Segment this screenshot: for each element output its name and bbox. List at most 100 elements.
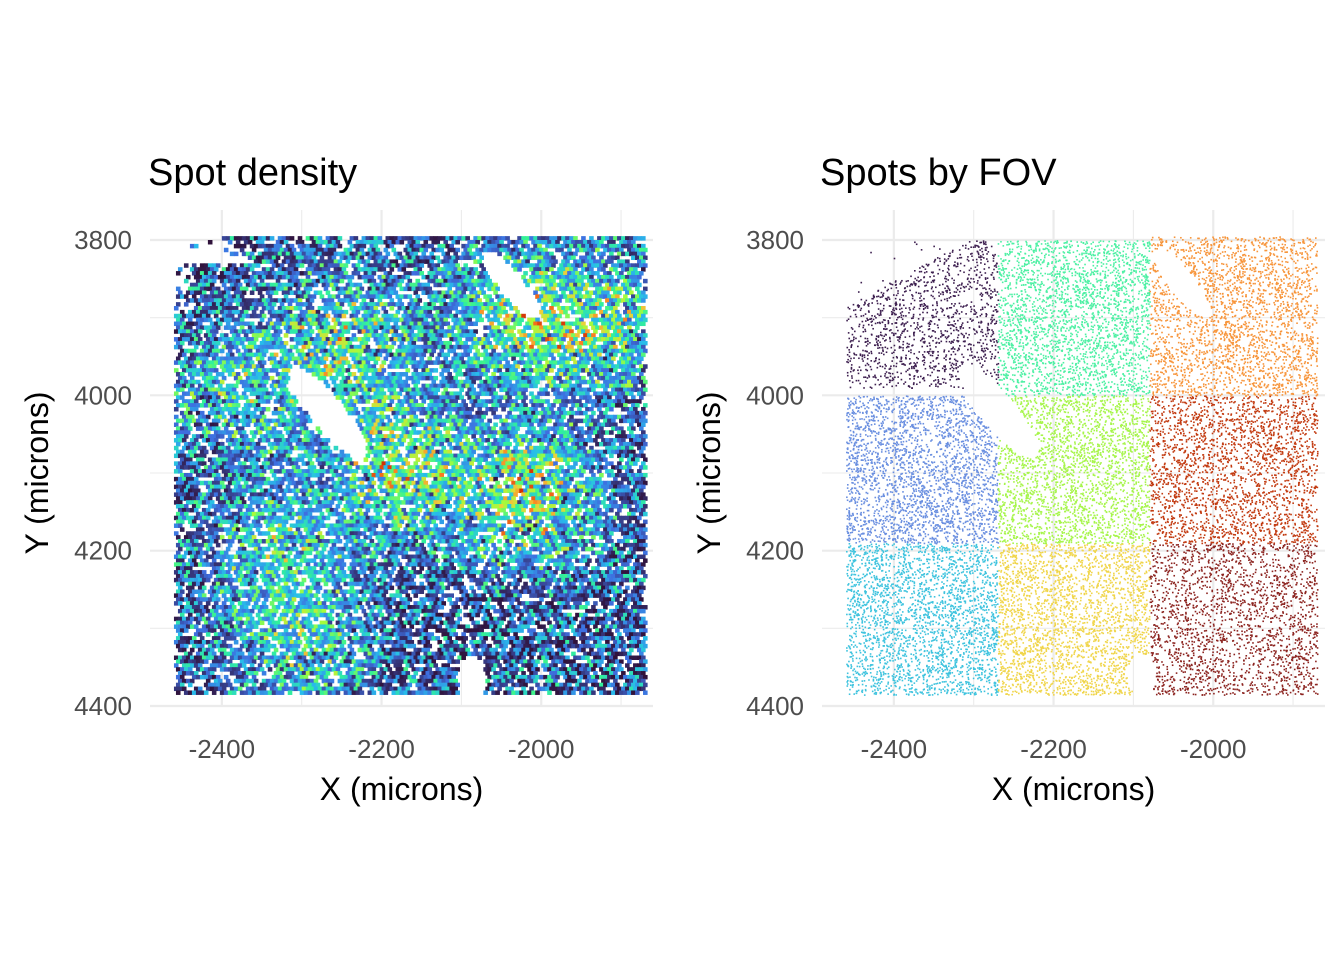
hexbin [625,329,630,333]
hexbin [603,271,608,275]
hexbin [443,271,448,275]
hexbin [288,302,293,306]
hexbin [230,252,235,256]
hexbin [637,275,642,279]
hexbin [396,318,401,322]
hexbin [619,240,624,244]
hexbin [332,279,337,283]
hexbin [415,325,420,329]
hexbin [491,302,496,306]
hexbin [228,263,233,267]
hexbin [304,271,309,275]
hexbin [208,240,213,244]
hexbin [503,302,508,306]
hexbin [330,306,335,310]
hexbin [625,244,630,248]
hexbin [358,329,363,333]
hexbin [366,314,371,318]
hexbin [314,322,319,326]
hexbin [312,310,317,314]
hexbin [627,240,632,244]
hexbin [427,333,432,337]
hexbin [473,290,478,294]
hexbin [302,329,307,333]
hexbin [364,271,369,275]
hexbin [627,248,632,252]
hexbin [344,294,349,298]
hexbin [352,333,357,337]
hexbin [224,310,229,314]
hexbin [312,263,317,267]
hexbin [635,310,640,314]
hexbin [292,318,297,322]
hexbin [551,325,556,329]
hexbin [405,244,410,248]
hexbin [565,275,570,279]
hexbin [403,318,408,322]
hexbin [266,306,271,310]
hexbin [198,290,203,294]
hexbin [411,318,416,322]
hexbin [513,244,518,248]
hexbin [340,263,345,267]
hexbin [190,298,195,302]
hexbin [196,271,201,275]
hexbin [202,275,207,279]
hexbin [354,298,359,302]
hexbin [607,279,612,283]
hexbin [370,329,375,333]
hexbin [300,240,305,244]
hexbin [368,294,373,298]
hexbin [521,236,526,240]
hexbin [290,244,295,248]
hexbin [417,283,422,287]
hexbin [597,267,602,271]
hexbin [547,287,552,291]
hexbin [394,314,399,318]
hexbin [402,306,407,310]
hexbin [467,240,472,244]
hexbin [250,290,255,294]
hexbin [270,290,275,294]
hexbin [306,322,311,326]
hexbin [561,236,566,240]
hexbin [493,244,498,248]
hexbin [328,256,333,260]
hexbin [567,287,572,291]
hexbin [449,267,454,271]
hexbin [202,283,207,287]
hexbin [461,252,466,256]
hexbin [439,318,444,322]
hexbin [358,322,363,326]
hexbin [439,310,444,314]
hexbin [411,271,416,275]
hexbin [473,306,478,310]
hexbin [453,322,458,326]
hexbin [202,306,207,310]
hexbin [599,256,604,260]
hexbin [545,275,550,279]
hexbin [396,279,401,283]
hexbin [497,298,502,302]
hexbin [609,244,614,248]
hexbin [519,240,524,244]
hexbin [583,294,588,298]
hexbin [437,322,442,326]
hexbin [413,290,418,294]
hexbin [429,275,434,279]
hexbin [296,279,301,283]
hexbin [184,333,189,337]
hexbin [370,283,375,287]
hexbin [537,252,542,256]
hexbin [557,306,562,310]
hexbin [224,294,229,298]
hexbin [276,325,281,329]
hexbin [368,279,373,283]
hexbin [601,290,606,294]
hexbin [214,314,219,318]
hexbin [206,329,211,333]
hexbin [489,322,494,326]
hexbin [569,298,574,302]
hexbin [310,236,315,240]
hexbin [591,310,596,314]
